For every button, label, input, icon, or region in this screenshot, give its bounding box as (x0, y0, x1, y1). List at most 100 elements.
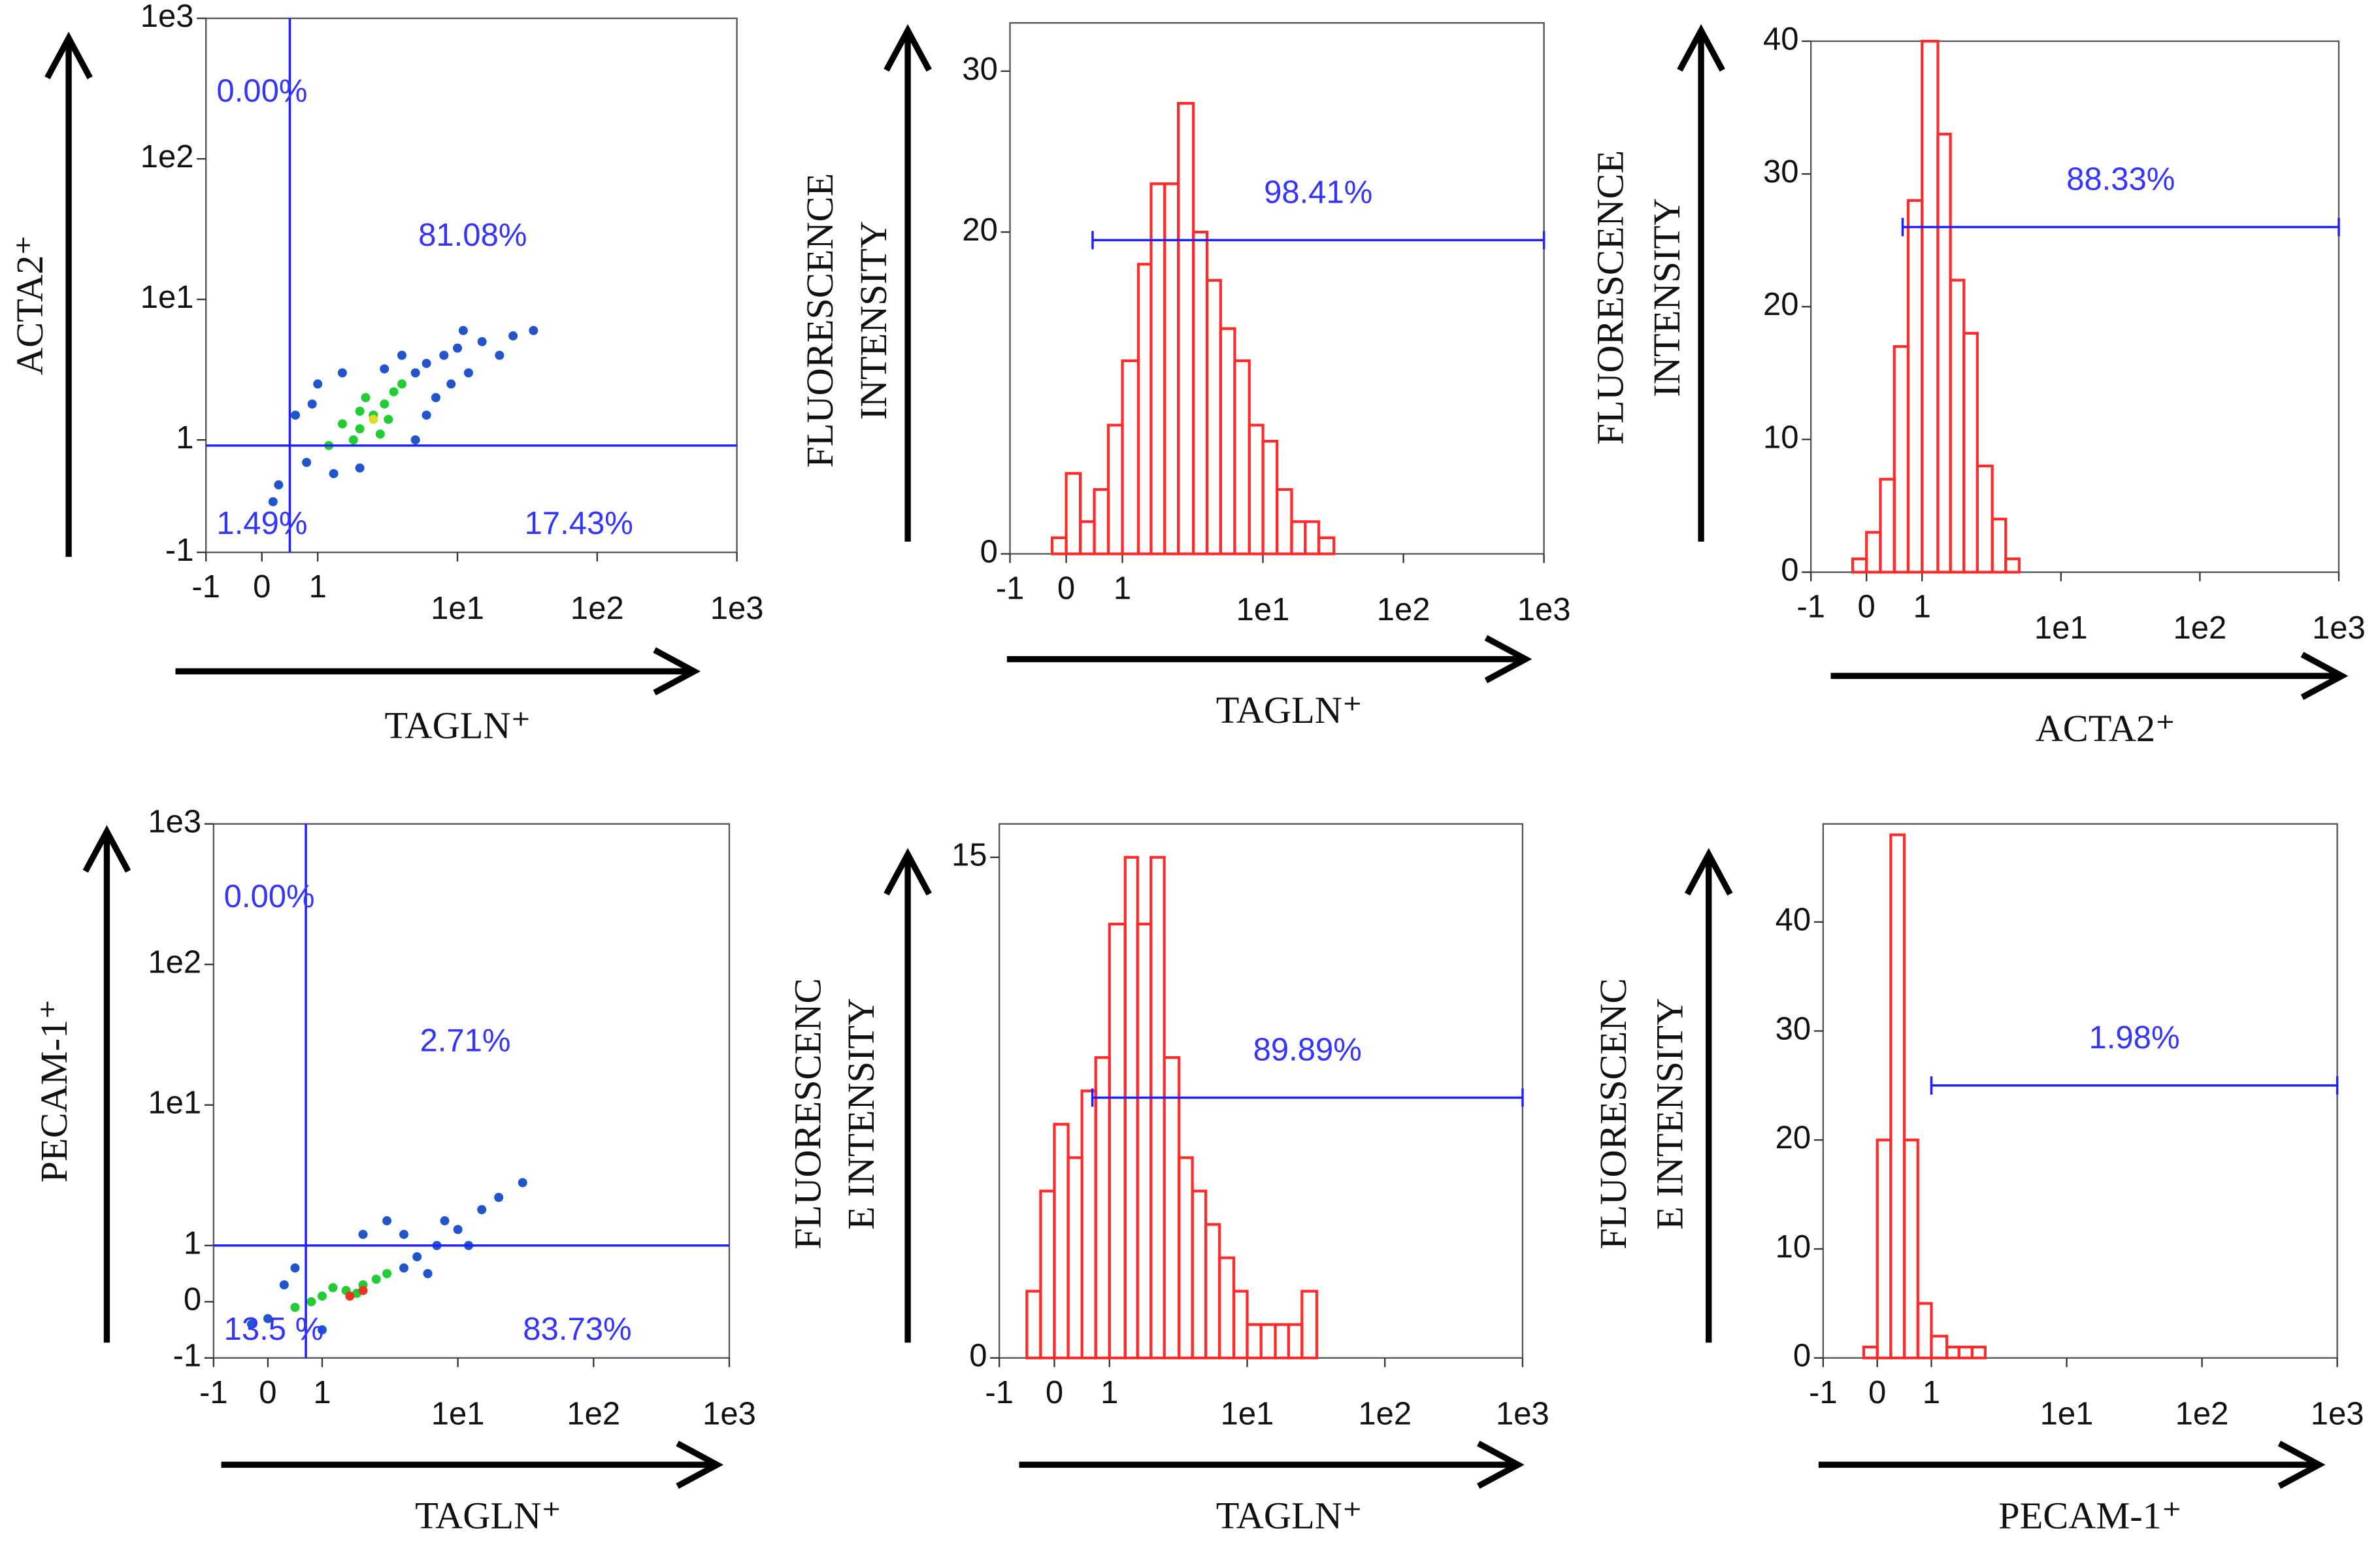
y-arrow-head (884, 24, 932, 72)
y-tick-label: 30 (1776, 1011, 1811, 1046)
x-tick-label: 0 (253, 569, 271, 605)
event-dot (337, 419, 347, 429)
quadrant-label: 13.5 % (224, 1312, 324, 1347)
histogram-bar (1290, 520, 1307, 556)
x-arrow-head (2300, 652, 2349, 701)
histogram-bar (1093, 488, 1110, 556)
x-tick-label: 1e3 (710, 591, 764, 626)
event-dot (317, 1325, 327, 1335)
histogram-bar (1192, 230, 1209, 556)
x-arrow-head (653, 647, 701, 696)
y-arrow-head (1684, 848, 1733, 896)
event-dot (518, 1178, 527, 1188)
histogram-bar (1080, 1089, 1097, 1359)
histogram-bar (1300, 1289, 1319, 1359)
histogram-bar (1106, 424, 1124, 556)
event-dot (355, 424, 365, 434)
histogram-bar (1317, 536, 1336, 556)
x-tick-label: 1e2 (1377, 592, 1430, 627)
y-tick-label: 0 (1793, 1338, 1811, 1374)
event-dot (337, 368, 347, 378)
histogram-bar (1957, 1346, 1974, 1359)
y-tick-label: 1e3 (148, 805, 201, 840)
plot-frame (205, 17, 738, 554)
event-dot (399, 1229, 409, 1239)
y-arrow-head (44, 31, 93, 80)
y-axis-label: FLUORESCENC (786, 978, 829, 1250)
histogram-bar (1975, 464, 1994, 574)
histogram-bar (1149, 856, 1166, 1359)
histogram-bar (1065, 472, 1082, 556)
event-dot (458, 325, 468, 335)
event-dot (375, 429, 385, 439)
x-tick-label: 1e3 (702, 1396, 756, 1431)
event-dot (529, 325, 538, 335)
histogram-bar (1205, 278, 1222, 556)
y-tick-label: 1e1 (148, 1086, 201, 1121)
x-tick-label: -1 (1796, 589, 1825, 624)
event-dot (306, 1297, 316, 1306)
gate-label: 1.98% (2089, 1020, 2180, 1055)
y-axis-label: ACTA2⁺ (8, 235, 51, 375)
quadrant-label: 17.43% (525, 506, 633, 541)
y-arrow-head (1677, 24, 1725, 72)
y-axis-label: FLUORESCENCE (1589, 150, 1631, 445)
x-tick-label: 0 (1057, 571, 1075, 606)
x-axis-label: PECAM-1⁺ (1998, 1495, 2181, 1537)
plot-frame (212, 823, 731, 1359)
x-tick-label: 0 (1046, 1375, 1063, 1410)
event-dot (453, 343, 463, 353)
event-dot (358, 1229, 368, 1239)
plot-frame (999, 823, 1524, 1359)
event-dot (355, 463, 365, 473)
event-dot (355, 407, 365, 416)
event-dot (313, 379, 323, 389)
gate-label: 88.33% (2066, 161, 2175, 197)
event-dot (263, 1314, 273, 1323)
histogram-bar (1078, 520, 1096, 556)
event-dot (495, 350, 504, 360)
event-dot (410, 435, 420, 445)
y-axis-label: INTENSITY (852, 221, 895, 420)
event-dot (317, 1291, 327, 1301)
histogram-bar (1876, 1138, 1892, 1359)
histogram-bar (1123, 856, 1139, 1359)
histogram-bar (1879, 478, 1896, 574)
event-dot (382, 1216, 392, 1225)
event-dot (247, 1320, 257, 1329)
quadrant-label: 83.73% (523, 1312, 631, 1347)
histogram-bar (1121, 359, 1140, 556)
x-axis-label: TAGLN⁺ (384, 704, 531, 746)
quadrant-label: 81.08% (418, 218, 527, 253)
event-dot (397, 379, 406, 389)
event-dot (291, 410, 301, 420)
event-dot (290, 1303, 300, 1312)
histogram-bar (1259, 1323, 1277, 1359)
y-tick-label: 0 (969, 1338, 987, 1374)
histogram-bar (1050, 536, 1068, 556)
quadrant-label: 2.71% (420, 1023, 511, 1059)
event-dot (345, 1291, 355, 1301)
x-tick-label: 1 (1923, 1375, 1940, 1410)
x-axis-label: ACTA2⁺ (2036, 707, 2175, 750)
gate-label: 89.89% (1253, 1032, 1362, 1067)
event-dot (328, 1283, 338, 1293)
quadrant-label: 1.49% (216, 506, 307, 541)
y-tick-label: 10 (1763, 420, 1799, 455)
y-tick-label: 1 (184, 1226, 201, 1261)
y-axis-label: E INTENSITY (840, 998, 882, 1230)
event-dot (410, 368, 420, 378)
event-dot (508, 331, 518, 341)
histogram-bar (1949, 278, 1966, 574)
event-dot (421, 359, 431, 369)
x-arrow-head (1477, 1440, 1525, 1489)
event-dot (369, 414, 378, 424)
x-arrow-head (2277, 1440, 2326, 1489)
histogram-bar (1219, 327, 1236, 556)
event-dot (358, 1286, 368, 1295)
x-tick-label: 0 (1858, 589, 1876, 624)
event-dot (440, 1216, 450, 1225)
histogram-bar (1936, 133, 1952, 574)
histogram-bar (1962, 331, 1979, 574)
